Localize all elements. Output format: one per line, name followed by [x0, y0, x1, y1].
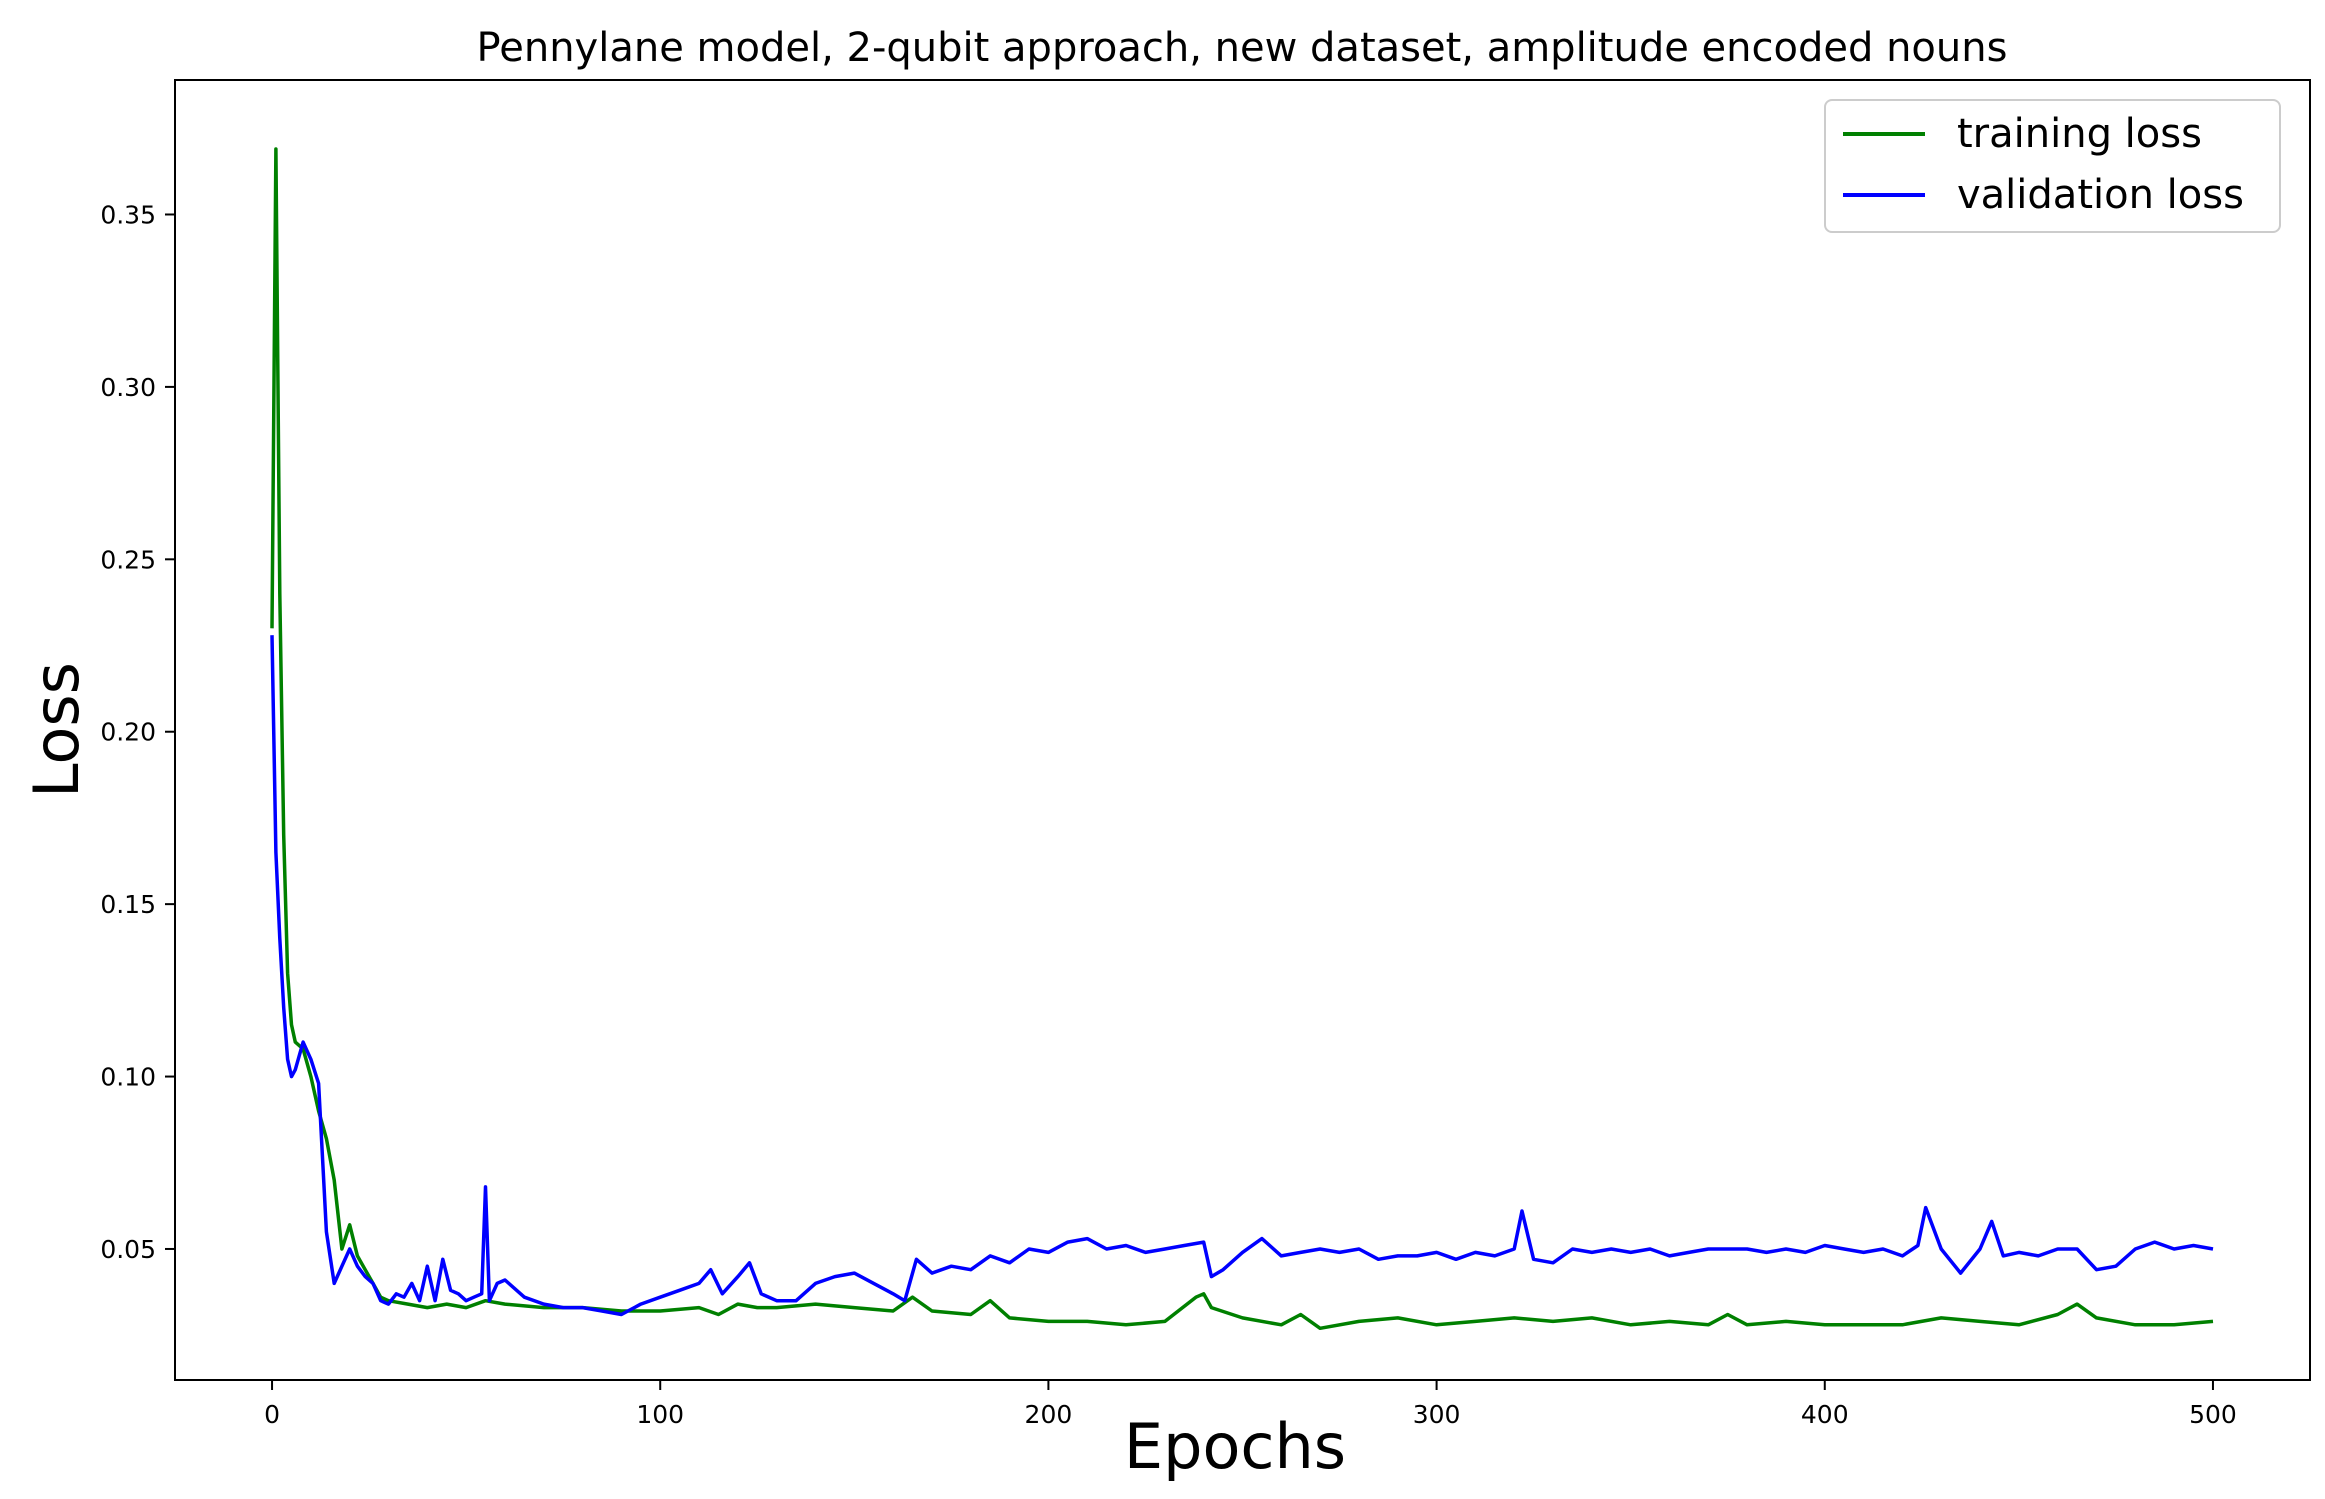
chart-title: Pennylane model, 2-qubit approach, new d… — [477, 25, 2008, 71]
series-line-training-loss — [270, 147, 2214, 1331]
legend-label-validation-loss: validation loss — [1957, 172, 2244, 218]
y-tick-label: 0.10 — [100, 1063, 156, 1092]
legend-label-training-loss: training loss — [1957, 111, 2202, 157]
x-tick-label: 400 — [1801, 1400, 1849, 1429]
x-tick-label: 500 — [2189, 1400, 2237, 1429]
series-line-validation-loss — [270, 635, 2214, 1317]
y-tick-label: 0.30 — [100, 373, 156, 402]
y-tick-label: 0.15 — [100, 890, 156, 919]
plot-area-frame — [174, 79, 2311, 1381]
x-axis: 0 100 200 300 400 500 — [264, 1380, 2237, 1429]
plot-lines — [270, 147, 2214, 1331]
x-tick-label: 100 — [636, 1400, 684, 1429]
x-tick-label: 300 — [1413, 1400, 1461, 1429]
x-tick-label: 0 — [264, 1400, 280, 1429]
legend: training loss validation loss — [1824, 99, 2281, 233]
y-tick-label: 0.25 — [100, 545, 156, 574]
y-axis-label: Loss — [20, 662, 93, 798]
y-axis: 0.05 0.10 0.15 0.20 0.25 0.30 0.35 — [100, 200, 175, 1264]
x-tick-label: 200 — [1025, 1400, 1073, 1429]
x-axis-label: Epochs — [1124, 1410, 1346, 1483]
y-tick-label: 0.35 — [100, 200, 156, 229]
y-tick-label: 0.20 — [100, 718, 156, 747]
y-tick-label: 0.05 — [100, 1235, 156, 1264]
legend-box — [1824, 99, 2281, 233]
